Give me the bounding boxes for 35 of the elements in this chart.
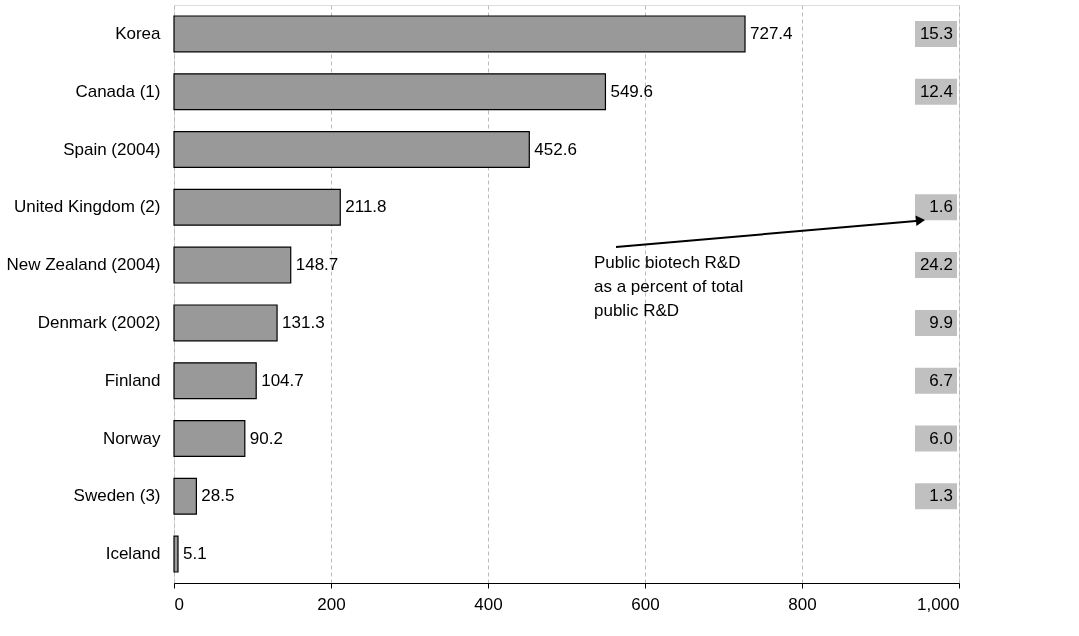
- y-tick-label: Canada (1): [75, 81, 161, 101]
- x-tick-label: 600: [631, 594, 660, 614]
- x-tick-label: 800: [788, 594, 817, 614]
- y-tick-label: Korea: [115, 23, 162, 43]
- annotation: 1.3: [929, 486, 953, 506]
- x-tick-label: 400: [474, 594, 503, 614]
- annotation: 24.2: [919, 255, 953, 275]
- annotation: 15.3: [919, 23, 953, 43]
- data-label: 131.3: [282, 312, 325, 332]
- y-tick-label: Finland: [104, 370, 161, 390]
- annotation: 6.7: [929, 370, 953, 390]
- x-tick-label: 1,000: [916, 594, 960, 614]
- data-label: 727.4: [750, 23, 793, 43]
- data-label: 452.6: [534, 139, 577, 159]
- data-label: 148.7: [295, 255, 339, 275]
- data-label: 211.8: [345, 197, 387, 217]
- data-label: 28.5: [201, 486, 235, 506]
- annotation: Public biotech R&D as a percent of total public R&D: [594, 253, 744, 320]
- annotation: 1.6: [929, 197, 953, 217]
- data-label: 549.6: [610, 81, 653, 101]
- y-tick-label: Norway: [102, 428, 161, 448]
- y-tick-label: New Zealand (2004): [6, 255, 161, 275]
- y-tick-label: Iceland: [105, 544, 161, 564]
- annotation: 6.0: [929, 428, 953, 448]
- y-tick-label: Spain (2004): [63, 139, 161, 159]
- y-tick-label: Denmark (2002): [37, 312, 161, 332]
- y-tick-label: Sweden (3): [73, 486, 161, 506]
- annotation: 9.9: [929, 312, 953, 332]
- x-tick-label: 0: [174, 594, 184, 614]
- data-label: 90.2: [249, 428, 283, 448]
- data-label: 104.7: [261, 370, 304, 390]
- y-tick-label: United Kingdom (2): [14, 197, 161, 217]
- data-label: 5.1: [183, 544, 207, 564]
- x-tick-label: 200: [317, 594, 346, 614]
- annotation: 12.4: [919, 81, 953, 101]
